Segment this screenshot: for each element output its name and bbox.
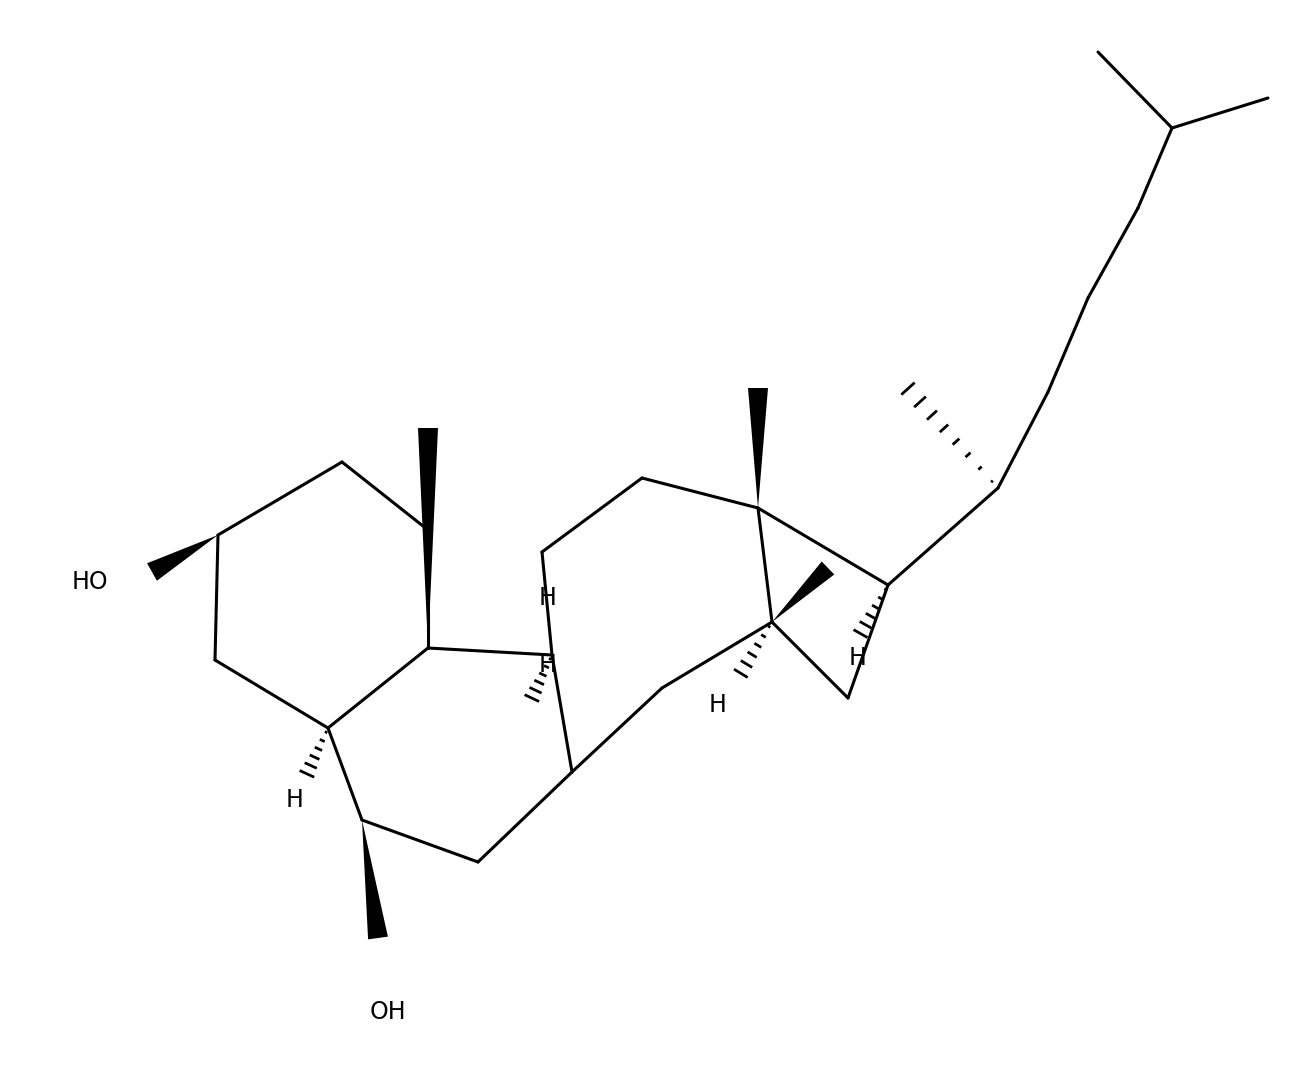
Polygon shape: [748, 388, 767, 508]
Text: H: H: [539, 653, 557, 677]
Text: H: H: [539, 586, 557, 610]
Polygon shape: [361, 821, 388, 940]
Text: HO: HO: [72, 570, 108, 594]
Polygon shape: [773, 562, 834, 622]
Polygon shape: [147, 535, 218, 581]
Text: H: H: [286, 788, 304, 812]
Text: H: H: [710, 693, 727, 717]
Text: OH: OH: [369, 1000, 406, 1024]
Polygon shape: [418, 429, 438, 648]
Text: H: H: [849, 645, 867, 670]
